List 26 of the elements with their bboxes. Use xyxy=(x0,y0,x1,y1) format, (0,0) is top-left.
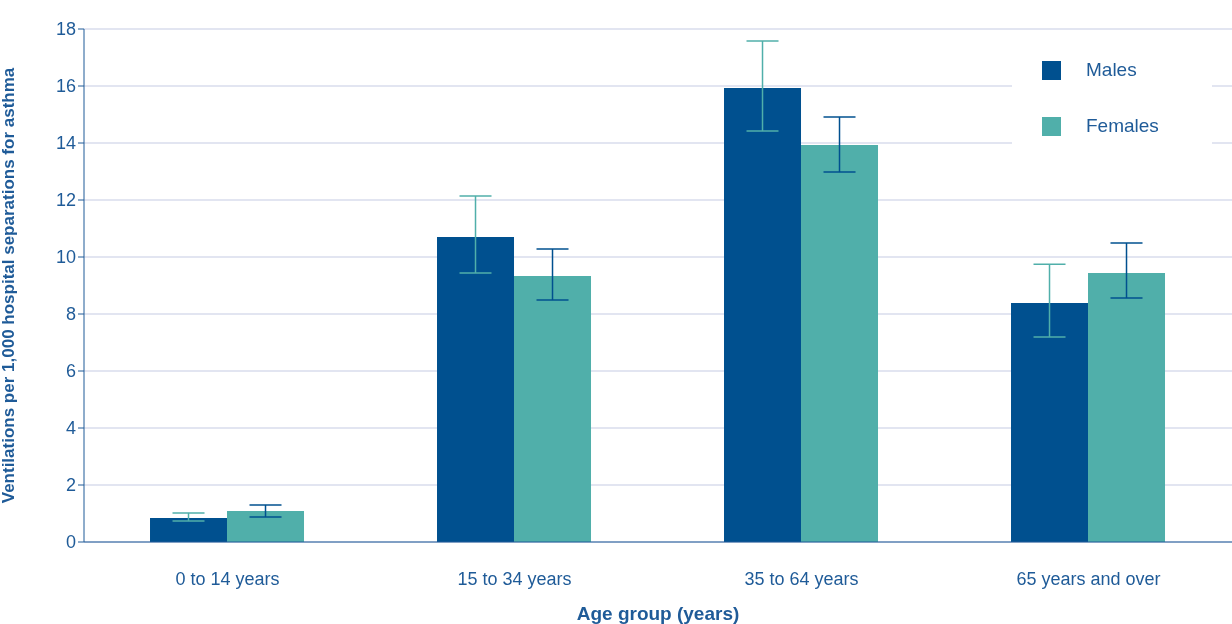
x-tick-label: 15 to 34 years xyxy=(457,568,572,589)
bar xyxy=(437,237,515,542)
y-tick-label: 10 xyxy=(55,247,76,268)
y-tick-label: 12 xyxy=(55,190,76,211)
x-tick-label: 0 to 14 years xyxy=(175,568,280,589)
bar xyxy=(514,276,592,542)
legend-label: Females xyxy=(1086,115,1159,137)
bar xyxy=(801,145,879,542)
bar xyxy=(227,510,305,542)
bar xyxy=(724,88,802,542)
legend-label: Males xyxy=(1086,59,1137,81)
y-axis-title: Ventilations per 1,000 hospital separations for asthma xyxy=(0,67,19,504)
x-tick-label: 35 to 64 years xyxy=(744,568,859,589)
y-tick-label: 14 xyxy=(55,133,76,154)
y-tick-label: 6 xyxy=(65,361,76,382)
bar xyxy=(1011,302,1089,542)
x-axis-title: Age group (years) xyxy=(576,603,740,624)
y-tick-label: 2 xyxy=(65,475,76,496)
x-tick-label: 65 years and over xyxy=(1016,568,1161,589)
y-tick-label: 4 xyxy=(65,418,76,439)
bar xyxy=(1088,272,1166,542)
bar xyxy=(150,518,228,542)
y-tick-label: 0 xyxy=(65,532,76,553)
y-tick-label: 16 xyxy=(55,76,76,97)
y-tick-label: 8 xyxy=(65,304,76,325)
y-tick-label: 18 xyxy=(55,19,76,40)
